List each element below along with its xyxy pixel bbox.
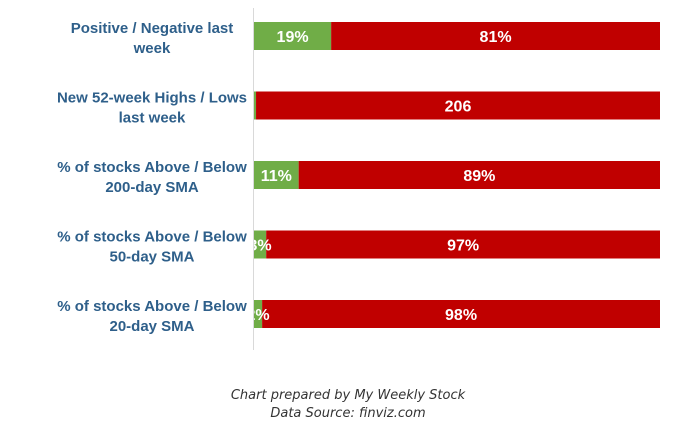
bar-segment-negative bbox=[331, 22, 660, 50]
data-label: 11% bbox=[261, 168, 292, 185]
category-label-line: % of stocks Above / Below bbox=[57, 159, 247, 176]
bar-segment-positive bbox=[254, 300, 263, 328]
data-label: 89% bbox=[463, 168, 495, 185]
category-label-line: last week bbox=[119, 110, 186, 127]
data-label: 97% bbox=[447, 238, 479, 255]
category-label: New 52-week Highs / Lows last week bbox=[57, 90, 247, 127]
bar-segment-negative bbox=[298, 161, 660, 189]
category-label-line: week bbox=[133, 40, 171, 57]
bar-labels: 19% 81% 206 11% 89% 3% 97% 2% 98% bbox=[246, 29, 512, 324]
bar-segment-negative bbox=[256, 91, 660, 120]
category-label-line: Positive / Negative last bbox=[71, 20, 234, 37]
bar-segment-negative bbox=[262, 300, 660, 328]
category-label-line: 50-day SMA bbox=[109, 249, 194, 266]
category-label: Positive / Negative last week bbox=[71, 20, 234, 57]
category-label-line: 200-day SMA bbox=[105, 179, 199, 196]
footer-data-source: Data Source: finviz.com bbox=[270, 406, 425, 421]
bar-segment-positive bbox=[254, 91, 257, 120]
bar-segment-positive bbox=[254, 22, 332, 50]
footer-prepared-by: Chart prepared by My Weekly Stock bbox=[231, 388, 466, 403]
category-label: % of stocks Above / Below 20-day SMA bbox=[57, 298, 247, 335]
category-label-line: New 52-week Highs / Lows bbox=[57, 90, 247, 107]
category-label-line: 20-day SMA bbox=[109, 318, 194, 335]
data-label: 81% bbox=[480, 29, 512, 46]
data-label: 3% bbox=[249, 238, 272, 255]
bar-segment-positive bbox=[254, 161, 299, 189]
data-label: 2% bbox=[246, 307, 269, 324]
category-label: % of stocks Above / Below 200-day SMA bbox=[57, 159, 247, 196]
data-label: 98% bbox=[445, 307, 477, 324]
bars bbox=[254, 22, 660, 328]
category-label-line: % of stocks Above / Below bbox=[57, 298, 247, 315]
category-labels: Positive / Negative last week New 52-week … bbox=[57, 20, 247, 335]
category-label-line: % of stocks Above / Below bbox=[57, 229, 247, 246]
data-label: 19% bbox=[277, 29, 309, 46]
bar-segment-negative bbox=[266, 230, 660, 259]
data-label: 206 bbox=[445, 99, 472, 116]
category-label: % of stocks Above / Below 50-day SMA bbox=[57, 229, 247, 266]
bar-segment-positive bbox=[254, 230, 267, 259]
